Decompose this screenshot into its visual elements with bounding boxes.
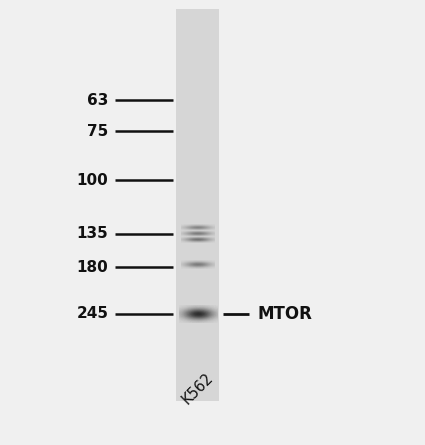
Text: K562: K562 [179,370,216,407]
Text: 100: 100 [76,173,108,188]
Text: 180: 180 [76,259,108,275]
Text: 63: 63 [87,93,108,108]
Text: 245: 245 [76,306,108,321]
Text: 135: 135 [76,226,108,241]
Text: 75: 75 [87,124,108,139]
FancyBboxPatch shape [176,9,219,400]
Text: MTOR: MTOR [257,305,312,323]
